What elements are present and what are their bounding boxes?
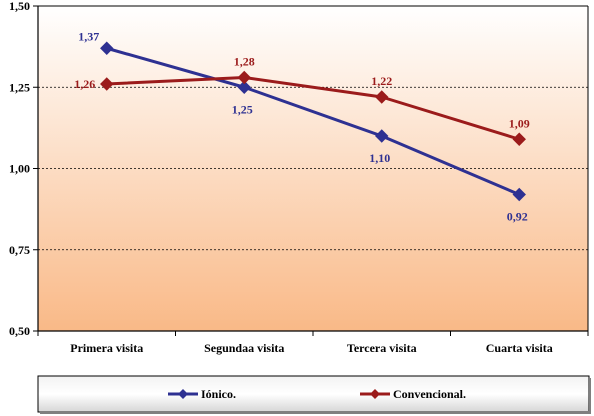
x-tick-label: Segundaa visita: [204, 341, 284, 355]
data-point-marker: [100, 41, 114, 55]
legend-shadow-side: [589, 378, 591, 414]
data-point-marker: [375, 129, 389, 143]
legend-box: [37, 375, 590, 413]
y-tick-label: 0,75: [9, 243, 30, 257]
y-tick-label: 1,25: [9, 80, 30, 94]
legend-label: Iónico.: [201, 387, 236, 401]
data-label: 1,28: [234, 55, 255, 69]
legend: Iónico. Convencional.: [37, 375, 591, 414]
legend-shadow: [40, 411, 591, 414]
data-point-marker: [512, 132, 526, 146]
data-label: 1,26: [74, 77, 95, 91]
data-point-marker: [375, 90, 389, 104]
x-tick-label: Cuarta visita: [486, 341, 553, 355]
plot-area: [38, 6, 588, 331]
y-tick-label: 1,00: [9, 162, 30, 176]
data-point-marker: [100, 77, 114, 91]
legend-marker: [370, 389, 380, 399]
y-axis-ticks: 0,50 0,75 1,00 1,25 1,50: [9, 0, 38, 338]
data-label: 1,25: [232, 102, 253, 116]
y-tick-label: 1,50: [9, 0, 30, 13]
data-point-marker: [237, 80, 251, 94]
legend-marker: [178, 389, 188, 399]
data-label: 0,92: [507, 210, 528, 224]
y-tick-label: 0,50: [9, 324, 30, 338]
data-label: 1,22: [371, 74, 392, 88]
series-line: [106, 76, 520, 141]
x-tick-label: Tercera visita: [347, 341, 417, 355]
series-line: [106, 46, 520, 196]
legend-label: Convencional.: [393, 387, 466, 401]
data-label: 1,37: [78, 29, 99, 43]
data-point-marker: [237, 70, 251, 85]
series-group: 1,37 1,25 1,10 0,92 1,26 1,28 1,22 1,09: [74, 29, 530, 223]
data-point-marker: [512, 187, 526, 202]
data-label: 1,10: [369, 151, 390, 165]
x-axis-ticks: Primera visita Segundaa visita Tercera vis…: [37, 331, 589, 355]
data-label: 1,09: [509, 116, 530, 130]
x-tick-label: Primera visita: [70, 341, 143, 355]
